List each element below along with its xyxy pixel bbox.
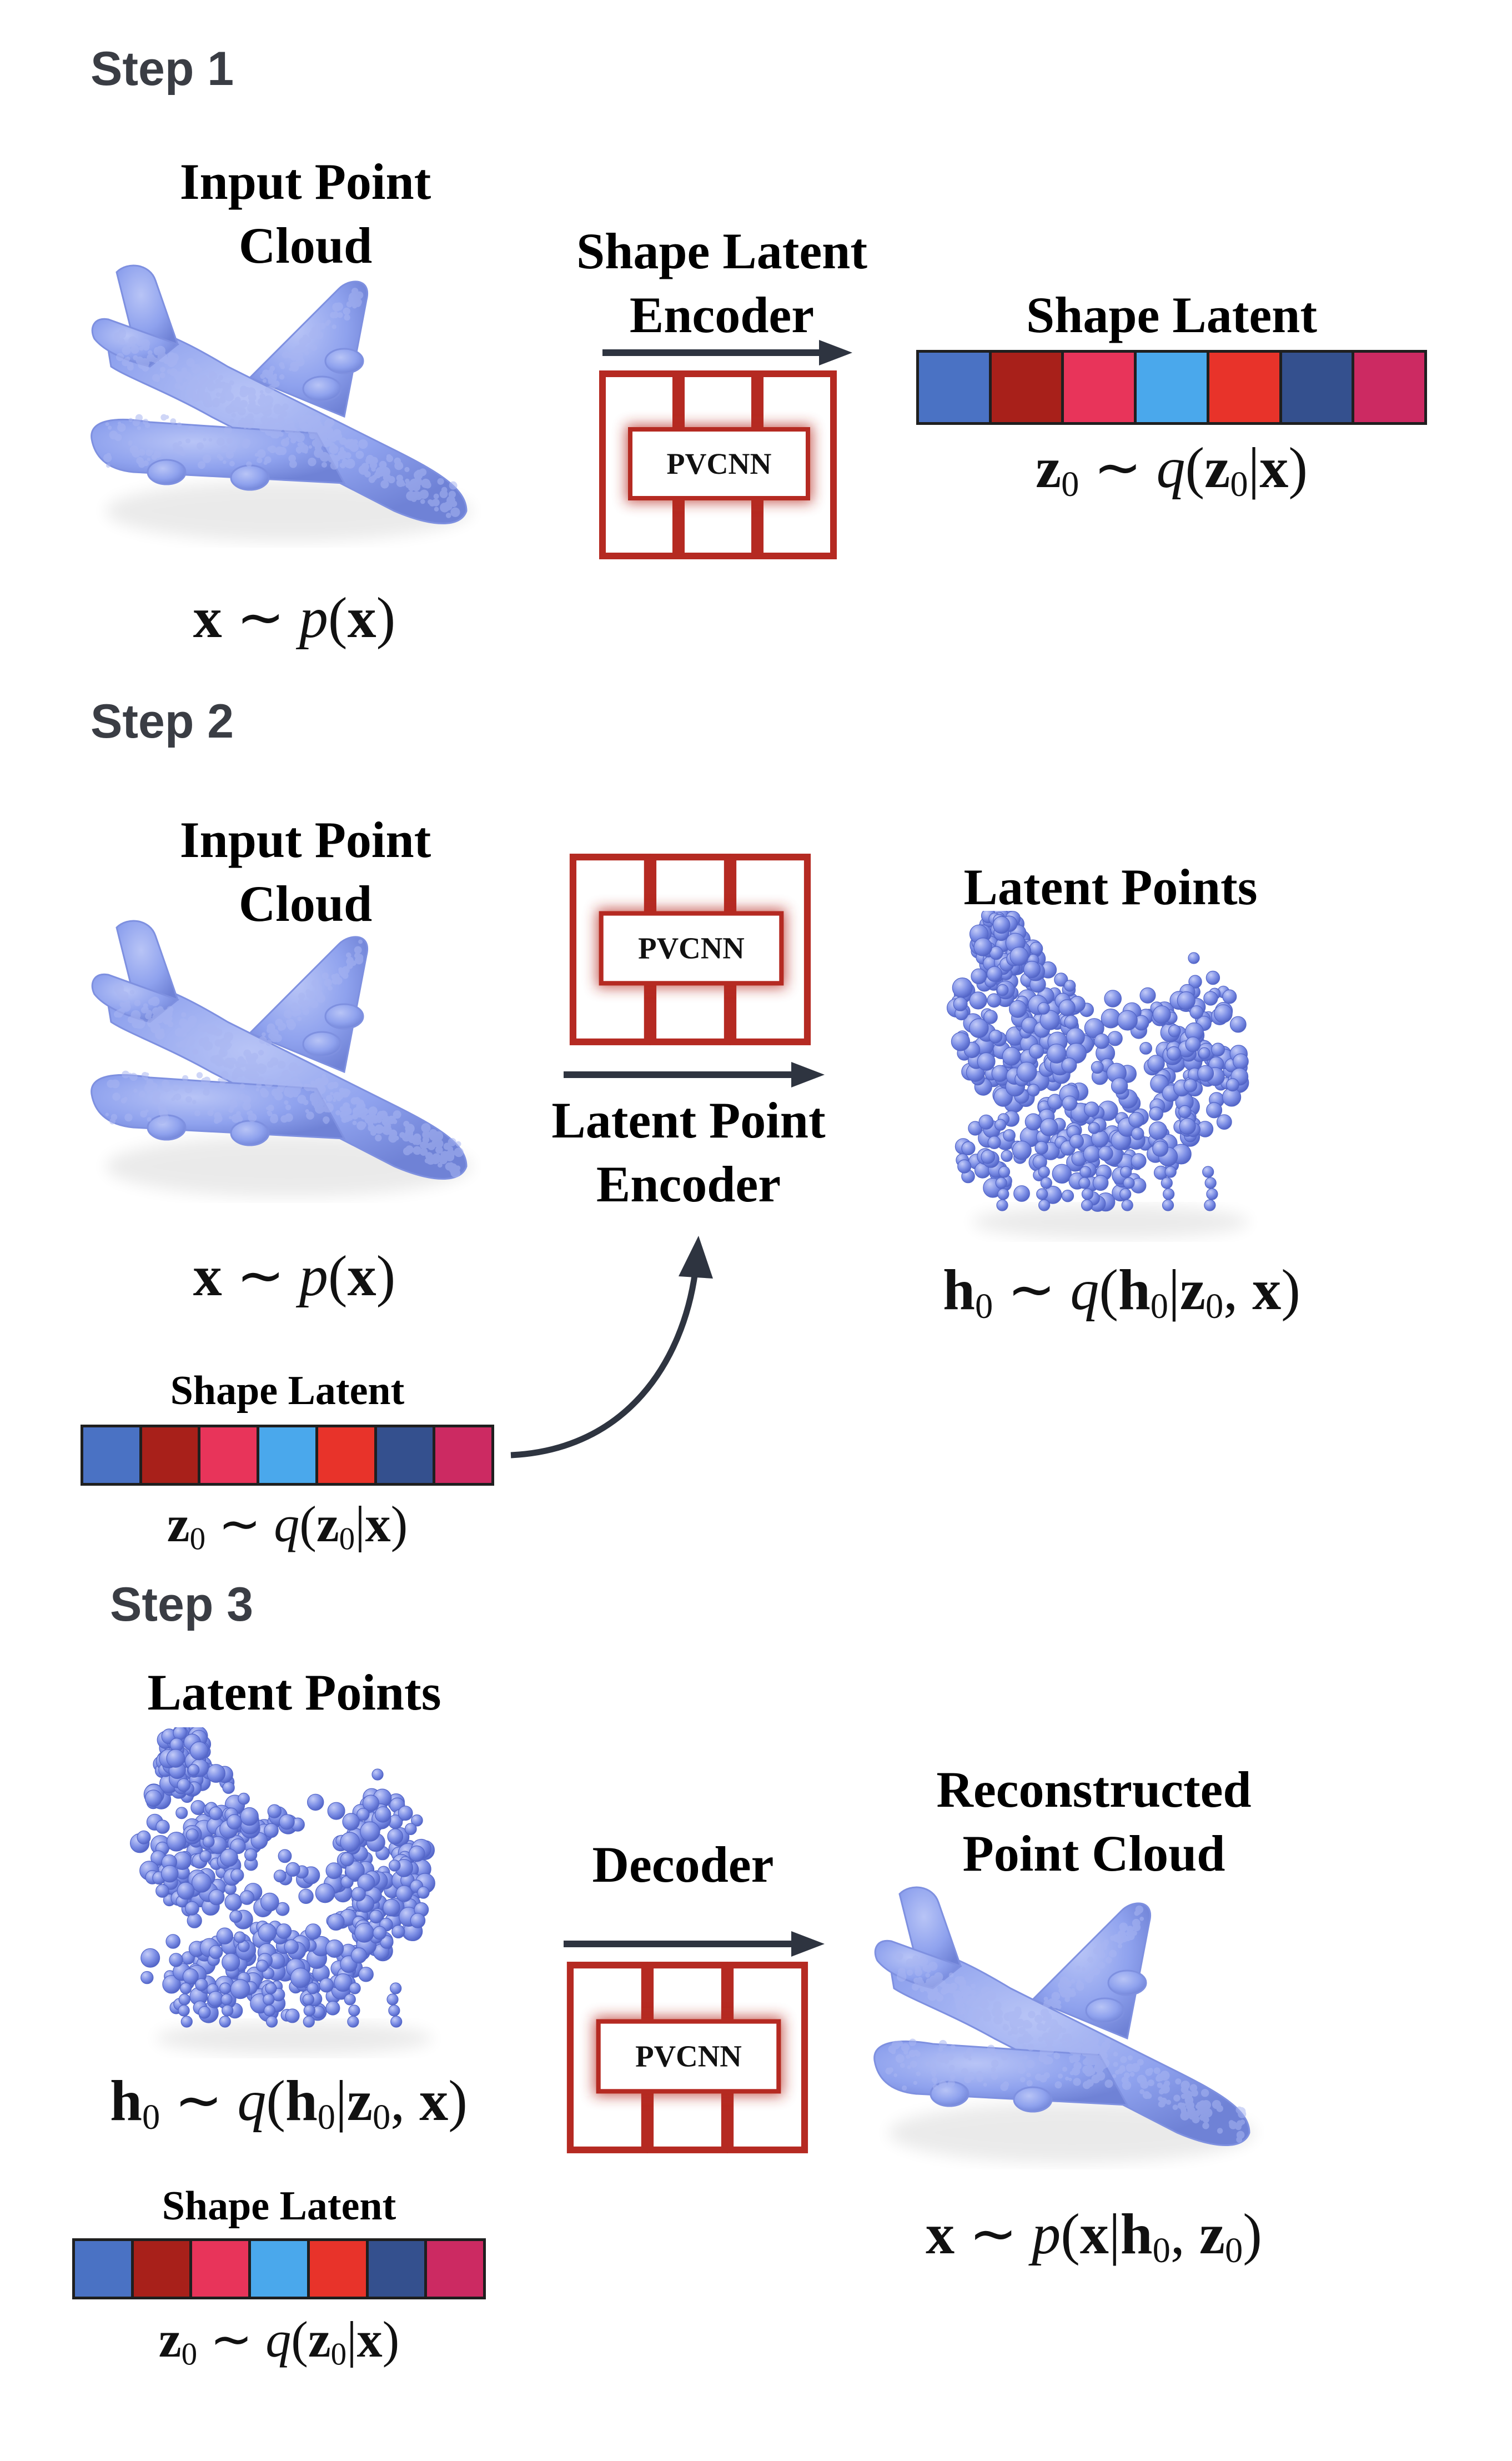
- latent-cell: [309, 2241, 369, 2297]
- step-2-condition-title: Shape Latent: [170, 1368, 405, 1414]
- step-3-shape-latent-bar: [72, 2238, 486, 2299]
- latent-cell: [259, 1427, 318, 1483]
- latent-cell: [75, 2241, 134, 2297]
- step-2-condition-eq: z0 ∼ q(z0|x): [167, 1496, 408, 1557]
- latent-cell: [376, 1427, 436, 1483]
- latent-cell: [1282, 353, 1355, 422]
- step-2-output-eq: h0 ∼ q(h0|z0, x): [943, 1258, 1300, 1326]
- step-1-arrow: [602, 340, 852, 365]
- step-1-output-title: Shape Latent: [1026, 287, 1317, 343]
- latent-cell: [435, 1427, 492, 1483]
- latent-cell: [1064, 353, 1137, 422]
- latent-cell: [251, 2241, 310, 2297]
- step-3-condition-title: Shape Latent: [162, 2183, 396, 2229]
- step-3-output-eq: x ∼ p(x|h0, z0): [926, 2202, 1262, 2270]
- step-1-label: Step 1: [91, 42, 234, 96]
- engine: [302, 1031, 342, 1057]
- latent-cell: [1354, 353, 1425, 422]
- latent-cell: [83, 1427, 142, 1483]
- step-2-input-eq: x ∼ p(x): [193, 1244, 396, 1308]
- engine: [1085, 1997, 1125, 2024]
- step-3-input-eq: h0 ∼ q(h0|z0, x): [110, 2069, 468, 2137]
- latent-cell: [133, 2241, 193, 2297]
- step-2-encoder-title: Latent Point Encoder: [551, 1092, 826, 1212]
- engine: [324, 1003, 364, 1030]
- step-2-arrow: [564, 1062, 825, 1087]
- latent-cell: [368, 2241, 428, 2297]
- step-3-latent-points-cloud: [130, 1727, 435, 2055]
- engine: [230, 464, 270, 491]
- step-3-output-airplane: [873, 1886, 1255, 2163]
- pvcnn-core: [596, 2019, 781, 2094]
- step-1-shape-latent-bar: [916, 350, 1427, 425]
- step-3-arrow: [564, 1931, 825, 1957]
- latent-cell: [318, 1427, 377, 1483]
- latent-cell: [427, 2241, 484, 2297]
- pvcnn-core: [599, 911, 784, 986]
- latent-cell: [200, 1427, 260, 1483]
- step-2-latent-points-cloud: [946, 911, 1249, 1239]
- latent-cell: [919, 353, 992, 422]
- step-2-input-title: Input Point Cloud: [179, 811, 431, 932]
- pvcnn-core: [628, 427, 810, 500]
- pvcnn-label: PVCNN: [635, 2039, 742, 2073]
- step-2-condition-arrow: [510, 1236, 713, 1458]
- step-3-label: Step 3: [110, 1578, 254, 1631]
- engine: [1107, 1969, 1147, 1996]
- latent-cell: [192, 2241, 252, 2297]
- latent-cell: [1137, 353, 1209, 422]
- engine: [302, 375, 342, 402]
- latent-cell: [991, 353, 1064, 422]
- step-2-pvcnn-network: PVCNN: [569, 854, 811, 1045]
- engine: [1013, 2086, 1053, 2113]
- step-3-output-title: Reconstructed Point Cloud: [936, 1761, 1252, 1882]
- latent-cell: [142, 1427, 201, 1483]
- pvcnn-label: PVCNN: [638, 931, 745, 965]
- latent-cell: [1209, 353, 1282, 422]
- step-3-input-title: Latent Points: [147, 1664, 441, 1721]
- step-1-pvcnn-network: PVCNN: [599, 370, 837, 559]
- pvcnn-label: PVCNN: [667, 447, 772, 480]
- step-3-encoder-title: Decoder: [592, 1836, 774, 1893]
- engine: [324, 348, 364, 374]
- step-1-input-eq: x ∼ p(x): [193, 586, 396, 650]
- step-1-input-title: Input Point Cloud: [179, 153, 431, 274]
- step-1-output-eq: z0 ∼ q(z0|x): [1035, 436, 1308, 504]
- step-2-output-title: Latent Points: [963, 859, 1258, 915]
- step-3-condition-eq: z0 ∼ q(z0|x): [158, 2311, 400, 2372]
- step-1-input-airplane: [91, 264, 472, 542]
- engine: [147, 459, 187, 485]
- step-3-pvcnn-network: PVCNN: [566, 1962, 808, 2153]
- step-2-shape-latent-bar: [81, 1425, 494, 1486]
- step-2-label: Step 2: [91, 695, 234, 748]
- engine: [230, 1120, 270, 1146]
- step-2-input-airplane: [91, 920, 472, 1197]
- step-1-encoder-title: Shape Latent Encoder: [576, 223, 867, 343]
